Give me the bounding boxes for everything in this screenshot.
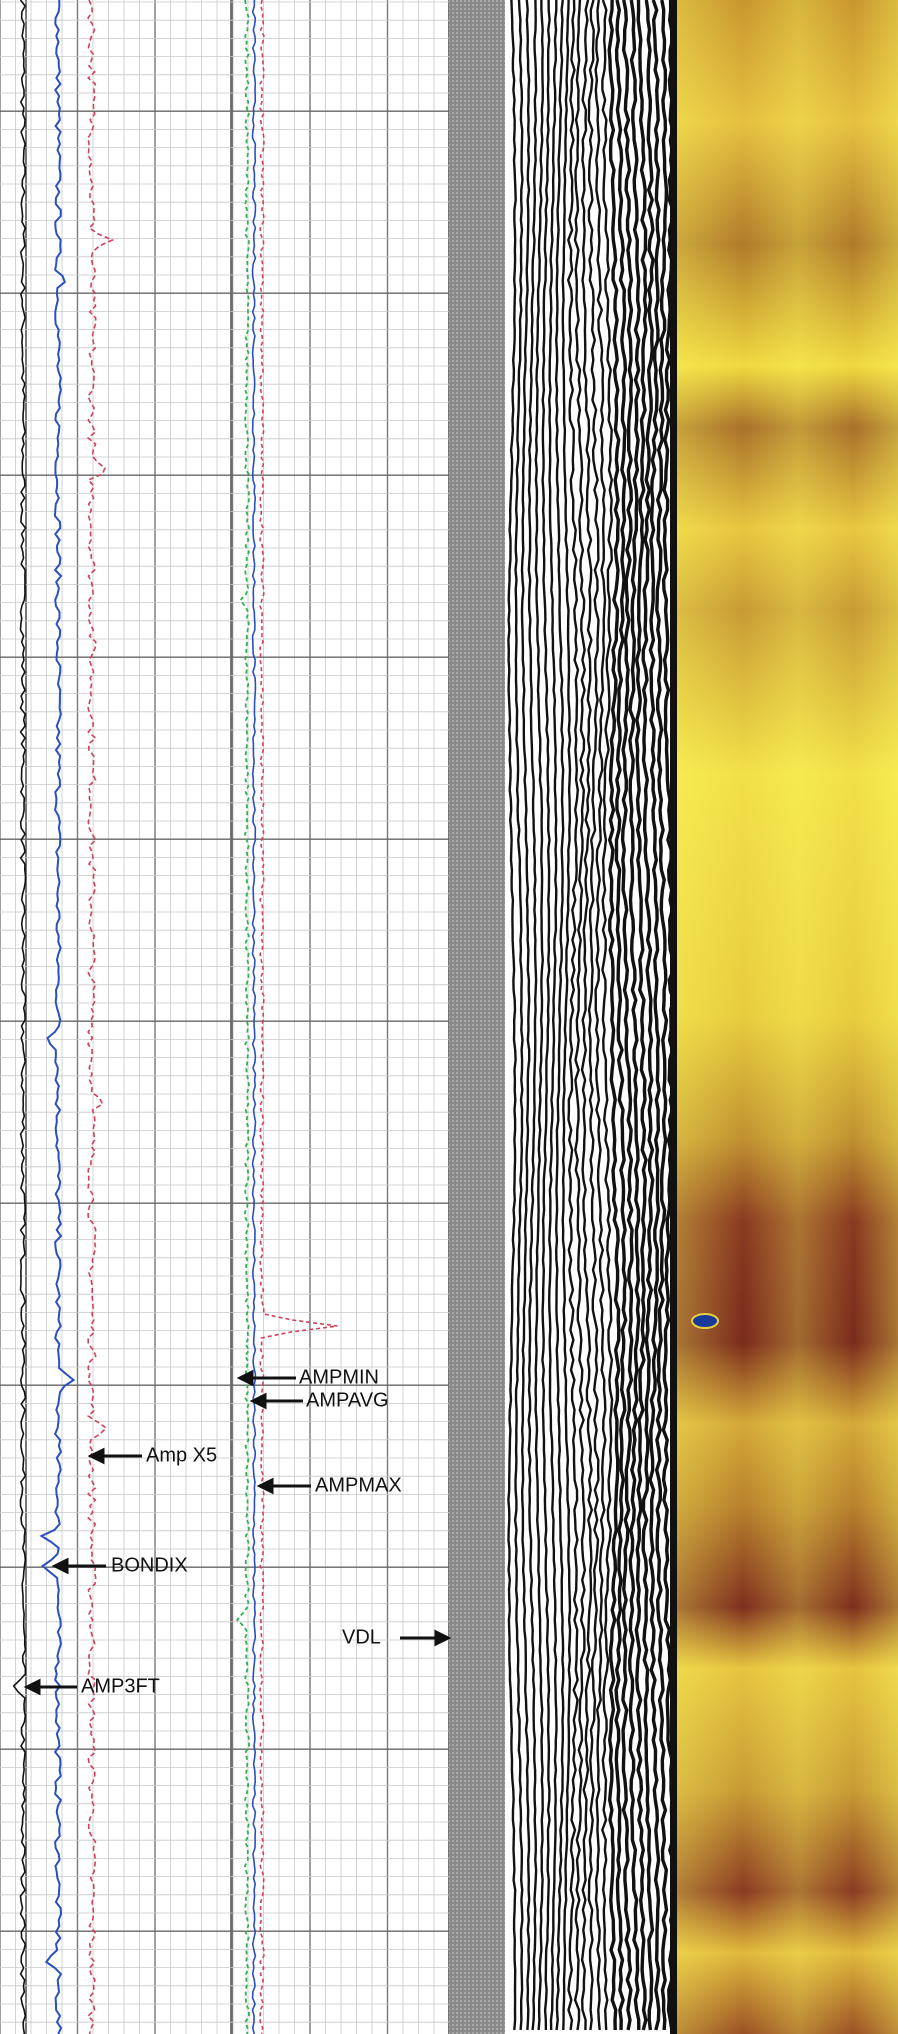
vdl-trace: [614, 0, 628, 2031]
label-vdl: VDL: [342, 1626, 381, 1648]
vdl-trace: [573, 0, 587, 2031]
vdl-trace: [654, 0, 669, 2031]
vdl-trace: [507, 0, 517, 2031]
arrow-head: [87, 1447, 105, 1465]
vdl-trace: [634, 0, 648, 2031]
vdl-trace: [541, 0, 551, 2031]
arrow-head: [236, 1369, 254, 1387]
log-curve: [39, 0, 76, 2034]
vdl-trace: [534, 0, 545, 2031]
log-curve: [235, 0, 250, 2034]
annotations: [23, 1369, 452, 1696]
vdl-trace: [648, 0, 661, 2031]
curves: [12, 0, 338, 2034]
label-ampmin: AMPMIN: [299, 1366, 379, 1388]
log-curve: [251, 0, 257, 2034]
vdl-trace: [587, 0, 600, 2031]
vdl-trace: [620, 0, 634, 2031]
log-curve: [86, 0, 115, 2034]
arrow-head: [23, 1678, 41, 1696]
vdl-gray-zone: [449, 0, 505, 2034]
separator: [670, 0, 677, 2034]
arrow-head: [434, 1629, 452, 1647]
map-marker: [691, 1313, 719, 1329]
arrow-head: [256, 1477, 274, 1495]
log-curve: [259, 0, 338, 2034]
vdl-trace: [607, 0, 621, 2031]
vdl-trace: [641, 0, 655, 2031]
cement-map-overlay: [677, 0, 898, 2034]
vdl-trace: [547, 0, 558, 2031]
vdl-trace: [561, 0, 572, 2031]
vdl-trace: [601, 0, 614, 2031]
label-bondix: BONDIX: [111, 1554, 188, 1576]
log-curve: [12, 0, 27, 2034]
label-ampmax: AMPMAX: [315, 1474, 402, 1496]
track-background: [0, 0, 449, 2034]
vdl-trace: [627, 0, 641, 2031]
vdl-trace: [554, 0, 565, 2031]
vdl-trace: [527, 0, 538, 2031]
label-ampavg: AMPAVG: [306, 1389, 389, 1411]
grid: [0, 0, 450, 2034]
vdl-trace: [566, 0, 580, 2031]
arrow-head: [249, 1392, 267, 1410]
vdl-trace: [520, 0, 531, 2031]
label-amp3ft: AMP3FT: [81, 1675, 160, 1697]
vdl-trace: [513, 0, 524, 2031]
arrow-head: [51, 1557, 69, 1575]
vdl-trace: [580, 0, 594, 2031]
vdl-waveforms: [507, 0, 676, 2031]
vdl-trace: [594, 0, 607, 2031]
label-amp-x5: Amp X5: [146, 1444, 217, 1466]
